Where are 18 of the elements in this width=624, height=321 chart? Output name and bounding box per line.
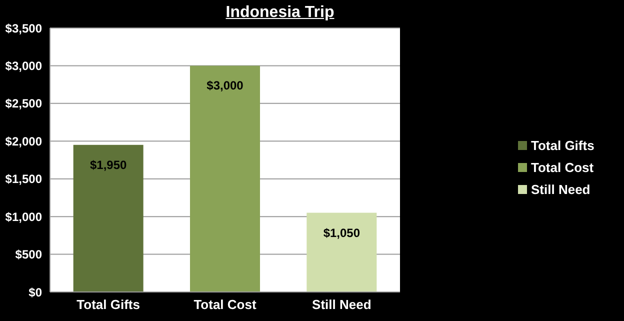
y-tick-label: $3,500 (5, 21, 42, 36)
legend-label: Total Cost (531, 160, 594, 175)
legend-label: Still Need (531, 182, 590, 197)
chart-title: Indonesia Trip (224, 4, 336, 22)
y-tick-label: $1,000 (5, 210, 42, 224)
data-label: $1,050 (323, 226, 360, 240)
y-tick-label: $2,500 (5, 96, 42, 111)
y-tick-label: $1,500 (5, 172, 42, 186)
data-label: $3,000 (206, 78, 244, 93)
data-label: $1,950 (90, 158, 128, 172)
y-tick-label: $0 (28, 285, 42, 300)
y-tick-label: $2,000 (5, 134, 42, 148)
y-tick-label: $3,000 (5, 58, 42, 73)
x-tick-label: Total Cost (194, 297, 257, 312)
y-tick-label: $500 (15, 248, 42, 262)
legend-label: Total Gifts (531, 138, 594, 153)
x-tick-label: Still Need (312, 297, 372, 312)
x-tick-label: Total Gifts (76, 297, 140, 312)
